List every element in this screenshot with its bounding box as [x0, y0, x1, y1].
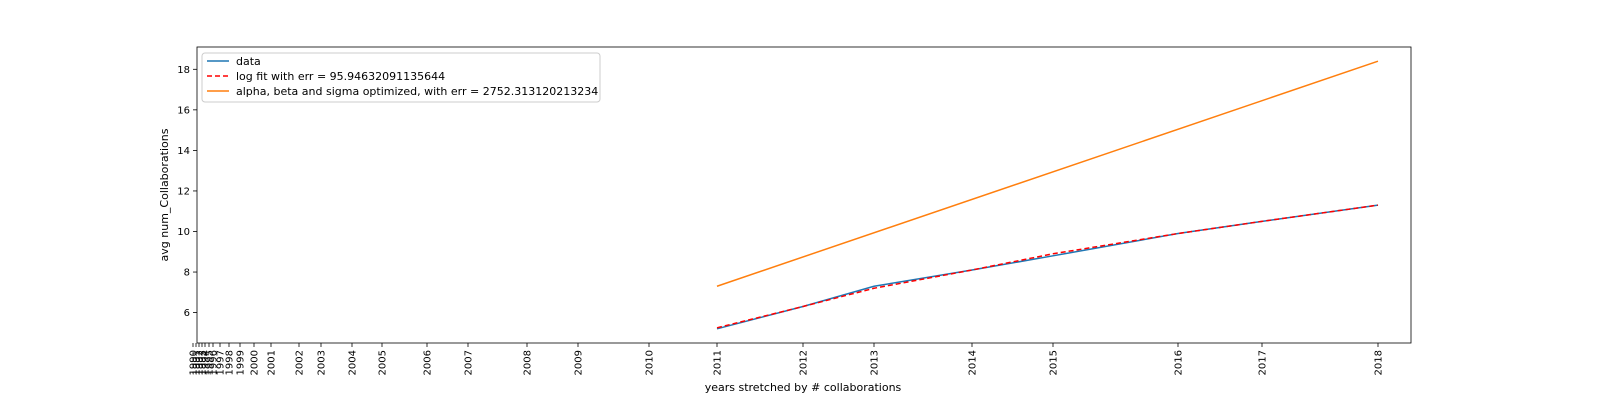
x-tick-label: 1999 [236, 350, 247, 375]
x-tick-label: 2003 [317, 350, 328, 375]
legend: data log fit with err = 95.94632091135644… [201, 52, 601, 103]
x-tick-label: 2008 [523, 350, 534, 375]
x-tick-label: 1994 [201, 350, 212, 375]
y-tick-label: 14 [177, 146, 190, 157]
legend-entry: alpha, beta and sigma optimized, with er… [236, 85, 598, 98]
legend-box [201, 52, 601, 103]
y-tick-label: 16 [177, 105, 190, 116]
x-tick-label: 2017 [1258, 350, 1269, 375]
plot-frame [196, 46, 1412, 344]
x-tick-label: 2004 [348, 350, 359, 375]
series-line-1 [716, 204, 1379, 329]
x-tick-label: 1995 [205, 350, 216, 375]
x-tick-label: 2009 [574, 350, 585, 375]
x-tick-label: 1991 [192, 350, 203, 375]
x-tick-label: 2011 [713, 350, 724, 375]
legend-entry: data [236, 55, 261, 68]
x-tick-label: 2005 [378, 350, 389, 375]
legend-entry: log fit with err = 95.94632091135644 [236, 70, 445, 83]
x-tick-label: 2016 [1174, 350, 1185, 375]
x-tick-label: 1997 [216, 350, 227, 375]
y-tick-label: 6 [184, 308, 190, 319]
x-tick-label: 1993 [198, 350, 209, 375]
y-tick-label: 10 [177, 227, 190, 238]
y-tick-label: 8 [184, 268, 190, 279]
x-tick-label: 2001 [267, 350, 278, 375]
x-tick-label: 1998 [225, 350, 236, 375]
series-line-2 [716, 60, 1379, 287]
x-tick-label: 2002 [295, 350, 306, 375]
x-tick-label: 2010 [645, 350, 656, 375]
x-tick-label: 2015 [1049, 350, 1060, 375]
x-axis-label: years stretched by # collaborations [705, 381, 902, 394]
x-tick-label: 2007 [464, 350, 475, 375]
x-tick-label: 2006 [423, 350, 434, 375]
x-tick-label: 2018 [1374, 350, 1385, 375]
x-tick-label: 2013 [870, 350, 881, 375]
x-tick-label: 2014 [968, 350, 979, 375]
x-tick-label: 1996 [209, 350, 220, 375]
y-tick-label: 12 [177, 186, 190, 197]
y-tick-label: 18 [177, 65, 190, 76]
x-tick-label: 2000 [250, 350, 261, 375]
x-tick-label: 1992 [195, 350, 206, 375]
y-axis-label: avg num_Collaborations [158, 128, 171, 261]
x-tick-label: 1990 [189, 350, 200, 375]
x-tick-label: 2012 [799, 350, 810, 375]
